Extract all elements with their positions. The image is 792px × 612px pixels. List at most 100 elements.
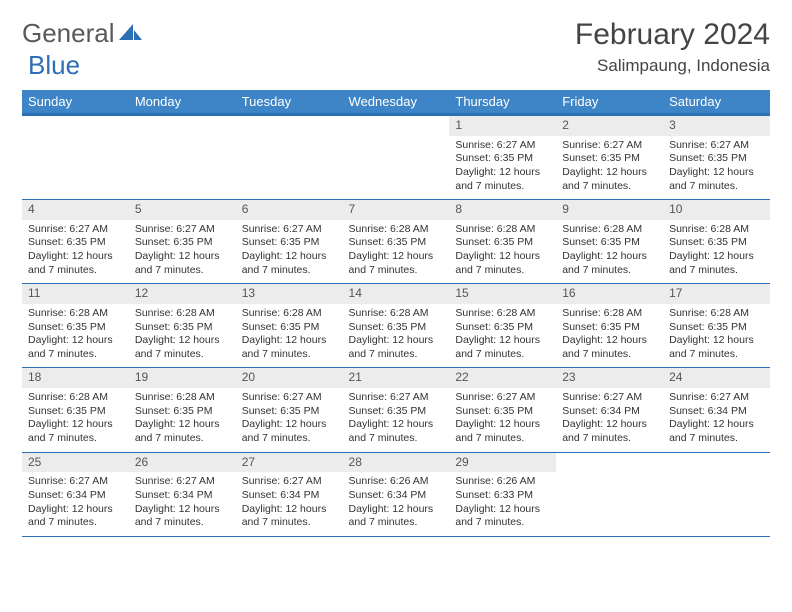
calendar-day-cell: 24Sunrise: 6:27 AMSunset: 6:34 PMDayligh… (663, 367, 770, 451)
daylight-text: Daylight: 12 hours and 7 minutes. (135, 250, 230, 277)
sunset-text: Sunset: 6:34 PM (135, 489, 230, 503)
calendar-day-cell: 8Sunrise: 6:28 AMSunset: 6:35 PMDaylight… (449, 199, 556, 283)
day-number: 23 (556, 367, 663, 388)
day-content: Sunrise: 6:27 AMSunset: 6:35 PMDaylight:… (22, 220, 129, 284)
calendar-week-row: 18Sunrise: 6:28 AMSunset: 6:35 PMDayligh… (22, 367, 770, 451)
day-number: 10 (663, 199, 770, 220)
day-content: Sunrise: 6:28 AMSunset: 6:35 PMDaylight:… (343, 304, 450, 368)
sunset-text: Sunset: 6:35 PM (455, 405, 550, 419)
sunrise-text: Sunrise: 6:28 AM (669, 307, 764, 321)
weekday-header: Saturday (663, 90, 770, 114)
sunset-text: Sunset: 6:34 PM (349, 489, 444, 503)
sunset-text: Sunset: 6:34 PM (28, 489, 123, 503)
brand-logo: General (22, 18, 143, 49)
weekday-header: Thursday (449, 90, 556, 114)
daylight-text: Daylight: 12 hours and 7 minutes. (669, 166, 764, 193)
sunset-text: Sunset: 6:34 PM (562, 405, 657, 419)
calendar-day-cell: 3Sunrise: 6:27 AMSunset: 6:35 PMDaylight… (663, 114, 770, 199)
weekday-header-row: Sunday Monday Tuesday Wednesday Thursday… (22, 90, 770, 114)
calendar-day-cell: 16Sunrise: 6:28 AMSunset: 6:35 PMDayligh… (556, 283, 663, 367)
day-number: 4 (22, 199, 129, 220)
sunset-text: Sunset: 6:35 PM (349, 236, 444, 250)
sunset-text: Sunset: 6:33 PM (455, 489, 550, 503)
sunset-text: Sunset: 6:35 PM (669, 152, 764, 166)
sunset-text: Sunset: 6:35 PM (28, 405, 123, 419)
calendar-day-cell: 17Sunrise: 6:28 AMSunset: 6:35 PMDayligh… (663, 283, 770, 367)
sunset-text: Sunset: 6:34 PM (242, 489, 337, 503)
day-number: 16 (556, 283, 663, 304)
day-content: Sunrise: 6:27 AMSunset: 6:34 PMDaylight:… (236, 472, 343, 536)
sunrise-text: Sunrise: 6:27 AM (135, 223, 230, 237)
daylight-text: Daylight: 12 hours and 7 minutes. (28, 418, 123, 445)
daylight-text: Daylight: 12 hours and 7 minutes. (455, 166, 550, 193)
day-number: 20 (236, 367, 343, 388)
sunrise-text: Sunrise: 6:27 AM (455, 391, 550, 405)
calendar-day-cell: 11Sunrise: 6:28 AMSunset: 6:35 PMDayligh… (22, 283, 129, 367)
daylight-text: Daylight: 12 hours and 7 minutes. (135, 334, 230, 361)
calendar-day-cell: 15Sunrise: 6:28 AMSunset: 6:35 PMDayligh… (449, 283, 556, 367)
calendar-day-cell: 10Sunrise: 6:28 AMSunset: 6:35 PMDayligh… (663, 199, 770, 283)
day-content: Sunrise: 6:27 AMSunset: 6:34 PMDaylight:… (22, 472, 129, 536)
calendar-day-cell: 12Sunrise: 6:28 AMSunset: 6:35 PMDayligh… (129, 283, 236, 367)
day-number (556, 452, 663, 473)
day-content: Sunrise: 6:28 AMSunset: 6:35 PMDaylight:… (556, 304, 663, 368)
day-content: Sunrise: 6:27 AMSunset: 6:35 PMDaylight:… (236, 220, 343, 284)
daylight-text: Daylight: 12 hours and 7 minutes. (562, 166, 657, 193)
day-number: 18 (22, 367, 129, 388)
day-number: 21 (343, 367, 450, 388)
sunrise-text: Sunrise: 6:28 AM (349, 307, 444, 321)
calendar-day-cell: 28Sunrise: 6:26 AMSunset: 6:34 PMDayligh… (343, 452, 450, 537)
day-content: Sunrise: 6:27 AMSunset: 6:35 PMDaylight:… (449, 136, 556, 200)
daylight-text: Daylight: 12 hours and 7 minutes. (349, 503, 444, 530)
sunset-text: Sunset: 6:35 PM (562, 321, 657, 335)
calendar-day-cell: 23Sunrise: 6:27 AMSunset: 6:34 PMDayligh… (556, 367, 663, 451)
daylight-text: Daylight: 12 hours and 7 minutes. (242, 418, 337, 445)
day-number (236, 115, 343, 136)
calendar-day-cell: 2Sunrise: 6:27 AMSunset: 6:35 PMDaylight… (556, 114, 663, 199)
daylight-text: Daylight: 12 hours and 7 minutes. (242, 503, 337, 530)
daylight-text: Daylight: 12 hours and 7 minutes. (135, 503, 230, 530)
day-number: 26 (129, 452, 236, 473)
sunset-text: Sunset: 6:35 PM (135, 321, 230, 335)
calendar-day-cell: 1Sunrise: 6:27 AMSunset: 6:35 PMDaylight… (449, 114, 556, 199)
daylight-text: Daylight: 12 hours and 7 minutes. (562, 418, 657, 445)
day-content: Sunrise: 6:28 AMSunset: 6:35 PMDaylight:… (129, 304, 236, 368)
sunrise-text: Sunrise: 6:27 AM (455, 139, 550, 153)
sunrise-text: Sunrise: 6:28 AM (135, 307, 230, 321)
sunrise-text: Sunrise: 6:27 AM (242, 223, 337, 237)
day-number: 15 (449, 283, 556, 304)
day-number: 13 (236, 283, 343, 304)
day-number: 22 (449, 367, 556, 388)
day-content: Sunrise: 6:27 AMSunset: 6:34 PMDaylight:… (556, 388, 663, 452)
daylight-text: Daylight: 12 hours and 7 minutes. (669, 334, 764, 361)
daylight-text: Daylight: 12 hours and 7 minutes. (28, 334, 123, 361)
day-content: Sunrise: 6:27 AMSunset: 6:35 PMDaylight:… (129, 220, 236, 284)
sunset-text: Sunset: 6:35 PM (28, 321, 123, 335)
sunrise-text: Sunrise: 6:28 AM (242, 307, 337, 321)
sunrise-text: Sunrise: 6:28 AM (562, 307, 657, 321)
weekday-header: Monday (129, 90, 236, 114)
day-number: 8 (449, 199, 556, 220)
sunset-text: Sunset: 6:35 PM (669, 236, 764, 250)
day-content: Sunrise: 6:27 AMSunset: 6:35 PMDaylight:… (236, 388, 343, 452)
calendar-day-cell: 19Sunrise: 6:28 AMSunset: 6:35 PMDayligh… (129, 367, 236, 451)
calendar-day-cell: 29Sunrise: 6:26 AMSunset: 6:33 PMDayligh… (449, 452, 556, 537)
sunrise-text: Sunrise: 6:27 AM (349, 391, 444, 405)
brand-sail-icon (119, 18, 143, 49)
calendar-day-cell: 26Sunrise: 6:27 AMSunset: 6:34 PMDayligh… (129, 452, 236, 537)
calendar-day-cell: 7Sunrise: 6:28 AMSunset: 6:35 PMDaylight… (343, 199, 450, 283)
daylight-text: Daylight: 12 hours and 7 minutes. (242, 334, 337, 361)
daylight-text: Daylight: 12 hours and 7 minutes. (455, 250, 550, 277)
sunset-text: Sunset: 6:35 PM (455, 152, 550, 166)
calendar-table: Sunday Monday Tuesday Wednesday Thursday… (22, 90, 770, 537)
sunrise-text: Sunrise: 6:28 AM (669, 223, 764, 237)
day-number: 1 (449, 115, 556, 136)
calendar-week-row: 11Sunrise: 6:28 AMSunset: 6:35 PMDayligh… (22, 283, 770, 367)
daylight-text: Daylight: 12 hours and 7 minutes. (349, 250, 444, 277)
sunset-text: Sunset: 6:35 PM (242, 405, 337, 419)
calendar-day-cell: 4Sunrise: 6:27 AMSunset: 6:35 PMDaylight… (22, 199, 129, 283)
day-number: 9 (556, 199, 663, 220)
weekday-header: Tuesday (236, 90, 343, 114)
sunset-text: Sunset: 6:35 PM (455, 321, 550, 335)
day-number: 14 (343, 283, 450, 304)
